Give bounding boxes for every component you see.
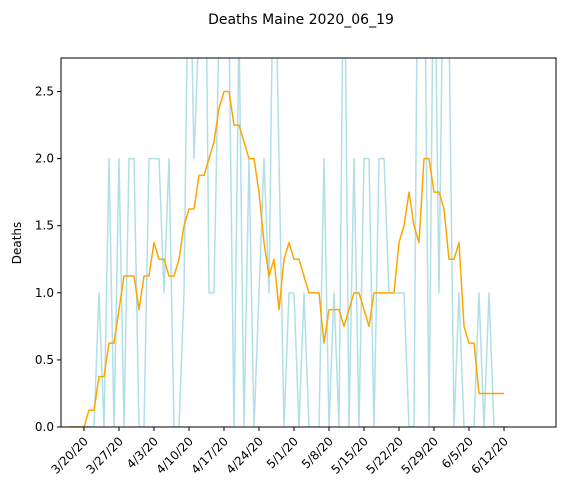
y-tick-label: 1.0 [35, 286, 54, 300]
y-tick-label: 2.0 [35, 152, 54, 166]
x-tick-label: 5/1/20 [264, 434, 301, 471]
x-tick-label: 3/20/20 [48, 434, 91, 477]
x-tick-label: 4/17/20 [188, 434, 231, 477]
series-line-0 [69, 58, 509, 427]
chart-title: Deaths Maine 2020_06_19 [208, 12, 394, 28]
y-tick-label: 2.5 [35, 85, 54, 99]
x-tick-label: 5/29/20 [398, 434, 441, 477]
x-axis: 3/20/203/27/204/3/204/10/204/17/204/24/2… [48, 427, 511, 477]
y-axis-label: Deaths [10, 222, 24, 265]
y-tick-label: 1.5 [35, 219, 54, 233]
x-tick-label: 5/22/20 [363, 434, 406, 477]
y-tick-label: 0.0 [35, 420, 54, 434]
x-tick-label: 4/24/20 [223, 434, 266, 477]
x-tick-label: 5/15/20 [328, 434, 371, 477]
series-line-1 [69, 90, 504, 427]
plot-area [69, 58, 509, 427]
x-tick-label: 3/27/20 [83, 434, 126, 477]
y-tick-label: 0.5 [35, 353, 54, 367]
x-tick-label: 4/10/20 [153, 434, 196, 477]
x-tick-label: 6/12/20 [468, 434, 511, 477]
plot-frame [60, 57, 557, 428]
y-axis: 0.0 0.5 1.0 1.5 2.0 2.5 [35, 85, 61, 434]
